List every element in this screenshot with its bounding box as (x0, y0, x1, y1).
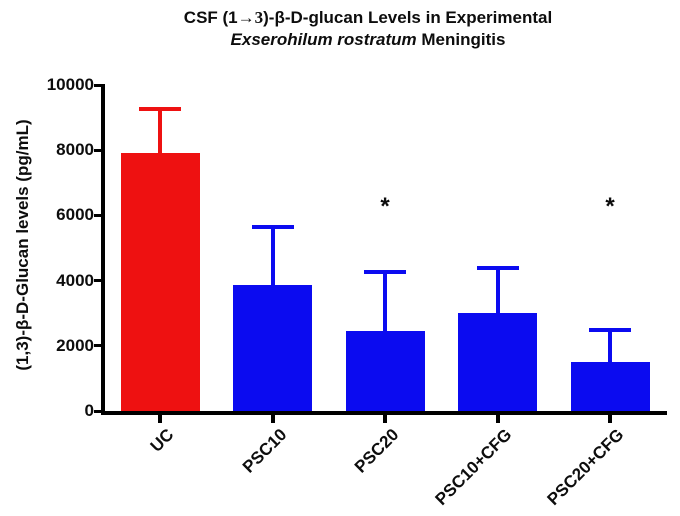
title-arrow-segment: →3 (237, 8, 264, 27)
significance-asterisk-psc20: * (380, 193, 390, 220)
error-bar-uc (158, 109, 162, 154)
bar-psc20 (345, 331, 425, 413)
y-tick (94, 213, 101, 217)
error-bar-cap-psc20 (364, 270, 406, 275)
title-line2-rest: Meningitis (416, 30, 506, 49)
bar-uc (120, 153, 200, 413)
x-tick (270, 415, 275, 423)
x-tick-label-uc: UC (146, 425, 178, 456)
y-axis-line (101, 84, 105, 415)
y-tick-label: 2000 (56, 335, 94, 355)
error-bar-psc20 (383, 272, 387, 332)
y-tick (94, 279, 101, 283)
chart-title-line2: Exserohilum rostratum Meningitis (28, 29, 680, 51)
y-tick (94, 344, 101, 348)
title-text-prefix: CSF (1 (183, 8, 238, 27)
chart-title-line1: CSF (1→3)-β-D-glucan Levels in Experimen… (28, 7, 680, 29)
x-tick (383, 415, 387, 423)
y-tick (94, 83, 101, 87)
title-text-suffix: )-β-D-glucan Levels in Experimental (263, 8, 553, 27)
x-axis-line (101, 411, 667, 415)
x-tick-label-psc10: PSC10 (238, 425, 290, 477)
y-tick-label: 0 (84, 401, 94, 420)
x-tick-label-psc20: PSC20 (350, 425, 403, 477)
y-axis-label: (1,3)-β-D-Glucan levels (pg/mL) (13, 119, 32, 371)
x-tick-label-psc20-cfg: PSC20+CFG (543, 425, 628, 509)
x-tick (158, 415, 162, 423)
error-bar-cap-psc10-cfg (476, 265, 519, 270)
x-tick-label-psc10-cfg: PSC10+CFG (431, 425, 515, 509)
chart-title: CSF (1→3)-β-D-glucan Levels in Experimen… (28, 7, 680, 51)
x-tick (608, 415, 612, 423)
bar-psc10-cfg (458, 313, 537, 413)
error-bar-cap-psc20-cfg (589, 327, 631, 332)
error-bar-psc20-cfg (608, 329, 612, 363)
species-name: Exserohilum rostratum (230, 30, 417, 49)
significance-asterisk-psc20-cfg: * (605, 193, 615, 220)
error-bar-psc10 (270, 226, 275, 286)
y-tick (94, 409, 101, 413)
x-tick (495, 415, 500, 423)
y-tick-label: 8000 (56, 140, 94, 160)
error-bar-cap-uc (139, 107, 181, 112)
bar-psc10 (233, 285, 312, 413)
bar-psc20-cfg (570, 362, 650, 413)
y-tick-label: 6000 (56, 205, 94, 225)
error-bar-cap-psc10 (251, 224, 294, 229)
y-tick (94, 148, 101, 152)
y-tick-label: 4000 (56, 270, 94, 290)
error-bar-psc10-cfg (495, 267, 500, 314)
y-tick-label: 10000 (46, 75, 94, 94)
